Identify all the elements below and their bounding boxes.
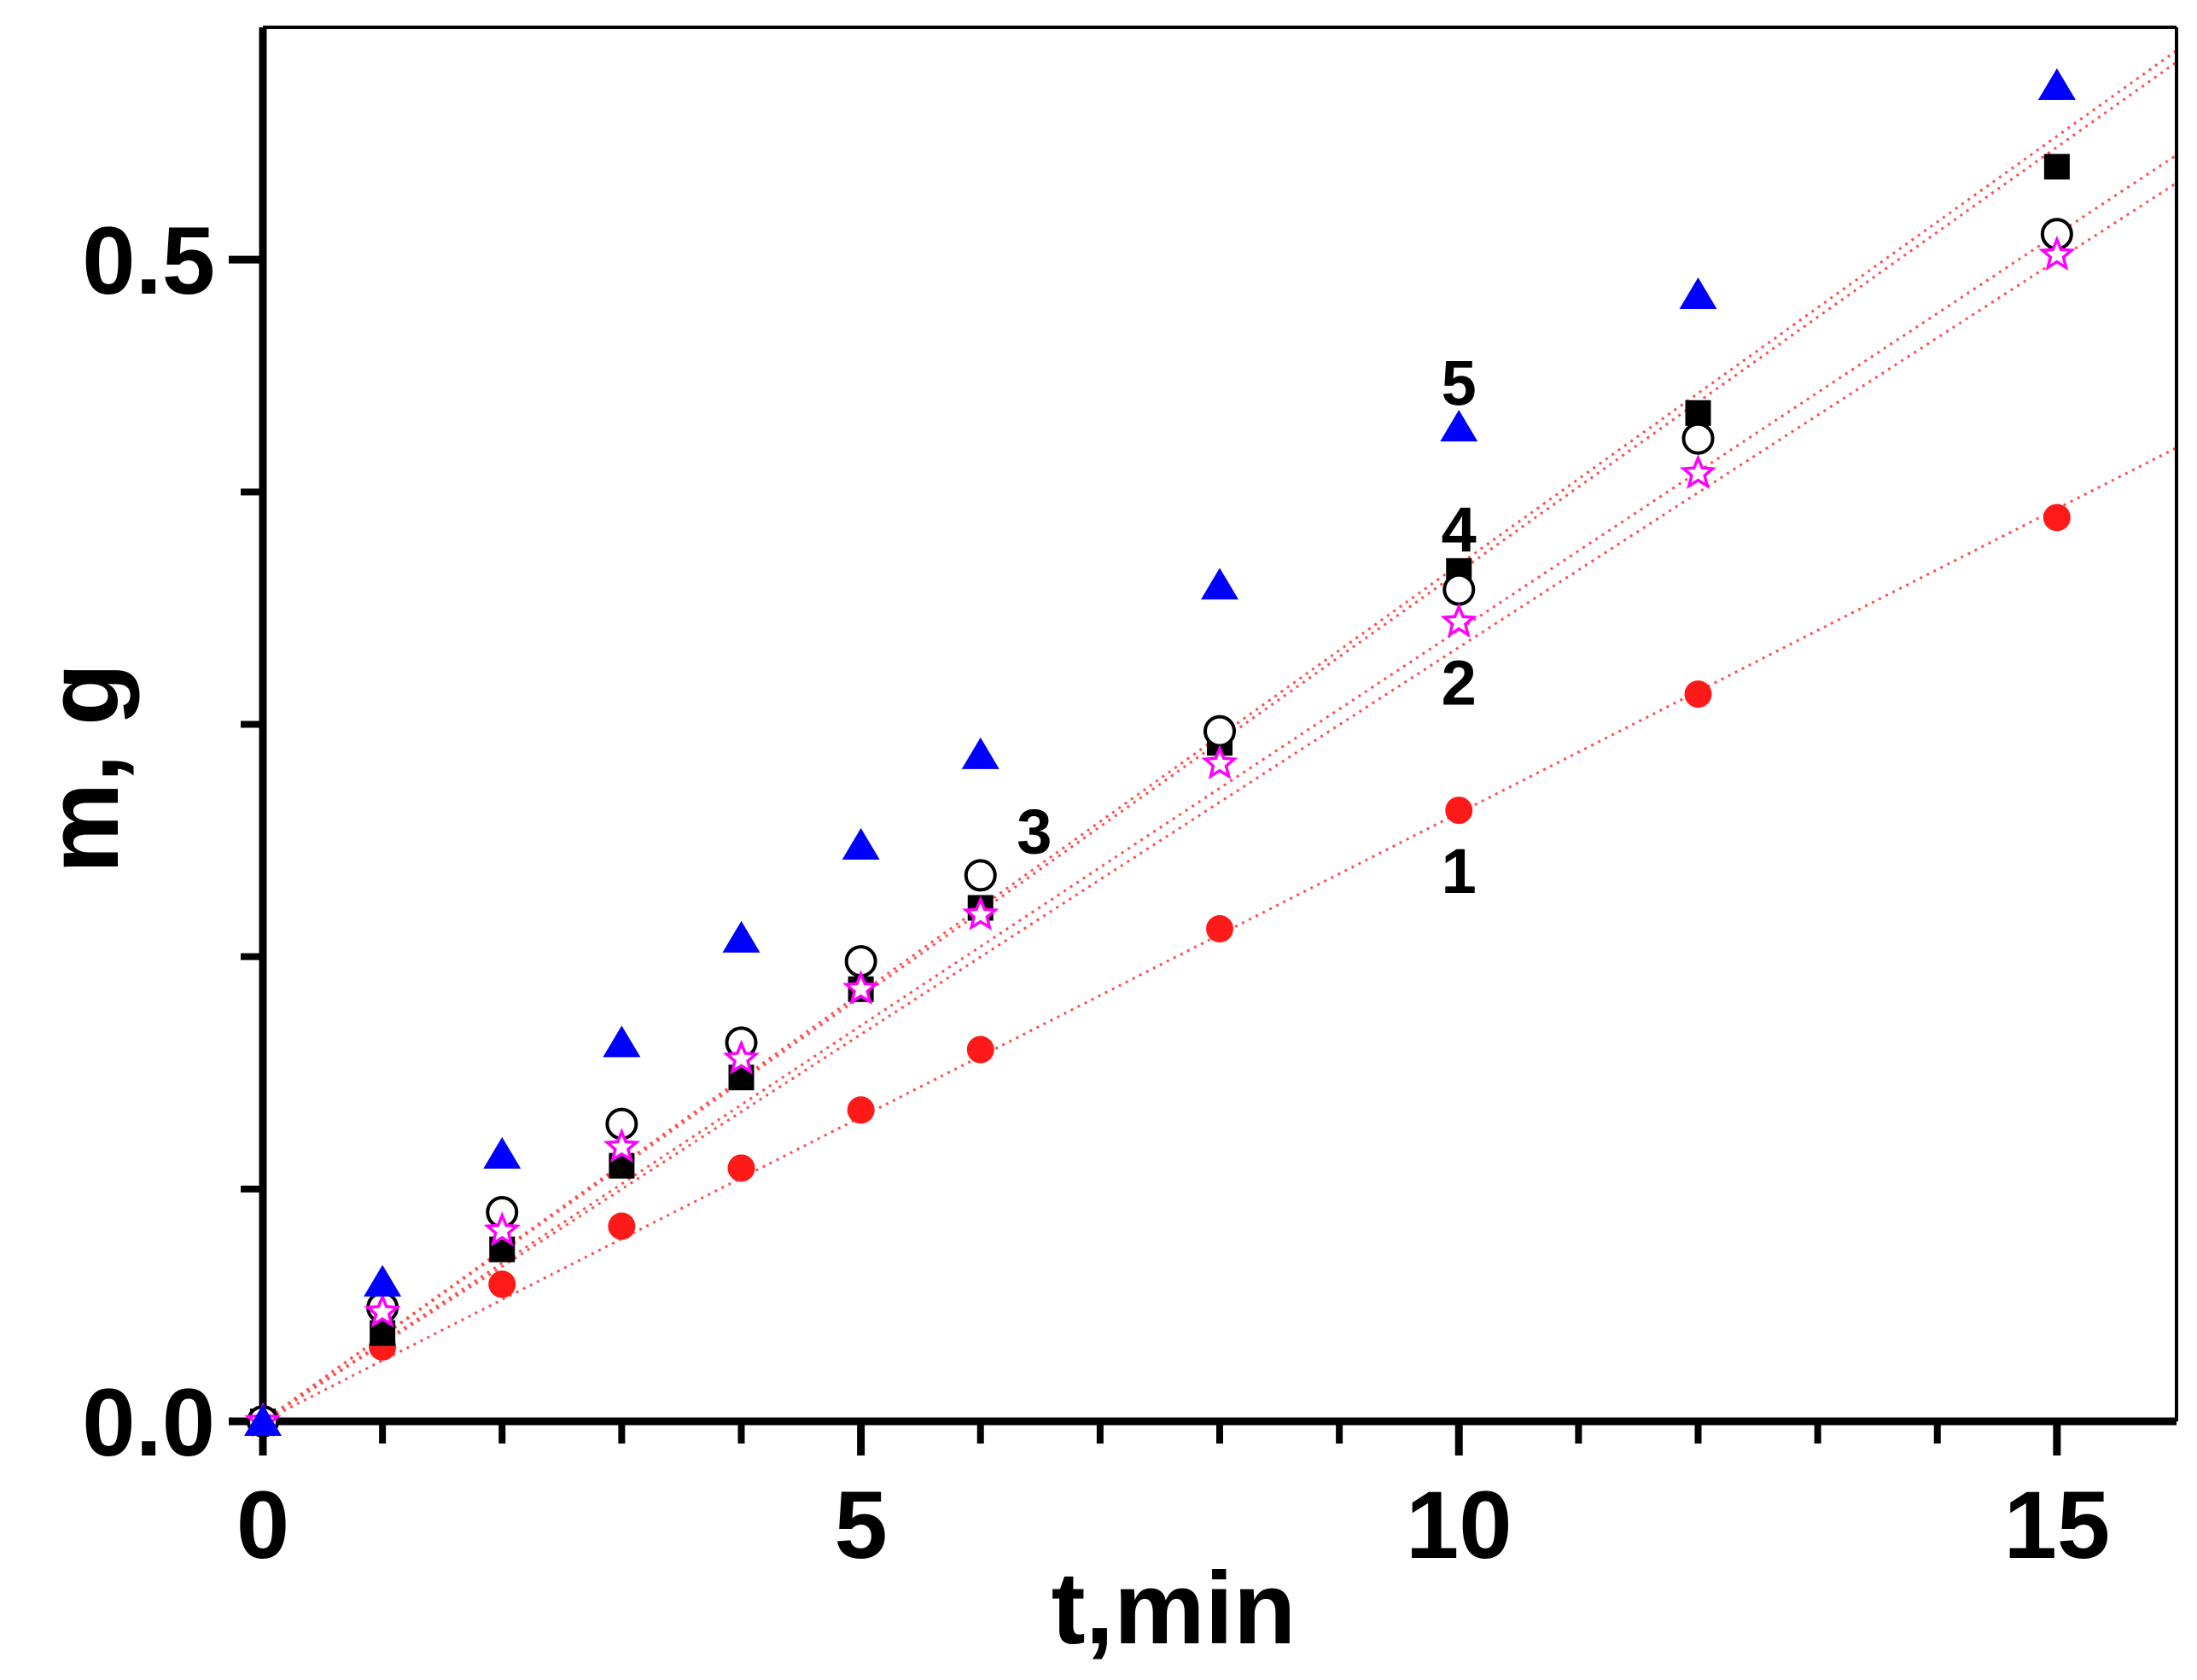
point-series-2-9 [1679,453,1717,489]
curve-label-1: 1 [1442,836,1477,907]
point-series-5-3 [603,1025,641,1058]
point-series-4-10 [2043,154,2070,180]
point-series-3-9 [1681,422,1715,455]
point-series-2-8 [1440,603,1477,639]
point-series-2-4 [723,1039,760,1075]
point-series-4-9 [1685,400,1711,426]
point-series-1-4 [727,1154,755,1182]
x-axis-title: t,min [1052,1551,1297,1665]
point-series-2-3 [603,1128,640,1164]
point-series-2-1 [364,1292,401,1328]
point-series-2-6 [962,895,999,930]
x-tick-label-5: 5 [834,1472,887,1578]
curve-label-3: 3 [1017,796,1052,867]
point-series-3-8 [1442,573,1476,606]
x-tick-label-10: 10 [1406,1472,1512,1578]
point-series-2-10 [2038,236,2076,271]
point-series-5-0 [244,1404,282,1436]
curve-label-2: 2 [1442,648,1477,719]
point-series-5-2 [483,1137,522,1170]
y-axis-title: m, g [26,663,140,874]
point-series-5-7 [1201,568,1238,600]
point-series-1-3 [608,1212,636,1240]
point-series-5-10 [2037,68,2076,101]
point-series-2-5 [842,970,880,1006]
point-series-5-5 [842,828,880,860]
point-series-3-6 [964,859,997,892]
point-series-5-9 [1679,277,1717,309]
data-points [244,68,2076,1438]
point-series-1-9 [1684,680,1712,709]
plot-frame [259,26,2178,1426]
fit-line-3 [262,154,2177,1423]
curve-labels: 5 4 2 3 1 [1017,347,1477,907]
point-series-5-4 [722,920,760,953]
point-series-1-6 [966,1035,994,1064]
point-series-1-7 [1206,915,1233,943]
point-series-3-7 [1203,715,1236,748]
y-tick-label-0.5: 0.5 [82,207,215,314]
point-series-1-10 [2043,504,2071,532]
x-tick-label-0: 0 [236,1472,289,1578]
point-series-2-2 [483,1211,521,1247]
point-series-1-8 [1445,796,1473,825]
point-series-5-8 [1440,410,1478,442]
curve-label-4: 4 [1442,494,1477,565]
tick-labels: 0 5 10 150.00.5 [82,207,2110,1578]
curve-label-5: 5 [1442,347,1477,418]
point-series-5-1 [364,1264,402,1297]
point-series-5-6 [961,737,999,769]
point-series-1-5 [847,1096,875,1124]
y-tick-label-0: 0.0 [82,1369,215,1476]
fit-line-2 [262,182,2177,1423]
x-tick-label-15: 15 [2004,1472,2111,1578]
point-series-1-2 [488,1270,516,1298]
point-series-2-7 [1201,744,1238,780]
